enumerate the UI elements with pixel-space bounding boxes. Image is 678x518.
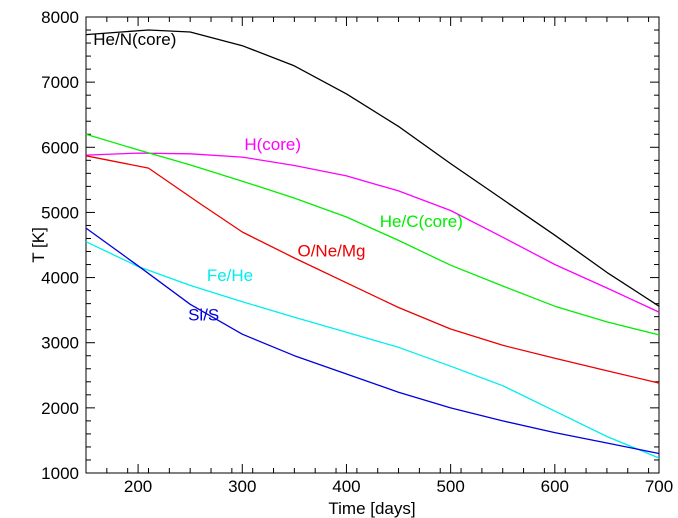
series-line bbox=[85, 133, 660, 336]
series-label: He/N(core) bbox=[93, 30, 176, 49]
series-label: H(core) bbox=[244, 135, 301, 154]
y-axis-title: T [K] bbox=[29, 227, 48, 263]
x-tick-label: 500 bbox=[436, 477, 464, 496]
series-label: Si/S bbox=[188, 306, 219, 325]
tick-labels: 200 300 400 500 600 700 1000 2000 3000 4000 5000 60… bbox=[41, 8, 673, 496]
x-tick-label: 200 bbox=[124, 477, 152, 496]
series-label: Fe/He bbox=[207, 266, 253, 285]
series-label: He/C(core) bbox=[380, 212, 463, 231]
series-line bbox=[85, 29, 660, 307]
series-line bbox=[85, 152, 660, 313]
x-tick-label: 700 bbox=[645, 477, 673, 496]
plot-frame bbox=[85, 16, 660, 474]
series-line bbox=[85, 227, 660, 455]
y-tick-label: 1000 bbox=[41, 464, 79, 483]
series-lines bbox=[85, 29, 660, 459]
series-line bbox=[85, 155, 660, 384]
y-tick-label: 5000 bbox=[41, 203, 79, 222]
y-tick-label: 6000 bbox=[41, 138, 79, 157]
series-label: O/Ne/Mg bbox=[297, 242, 365, 261]
y-tick-label: 7000 bbox=[41, 73, 79, 92]
x-tick-label: 300 bbox=[228, 477, 256, 496]
x-axis-title: Time [days] bbox=[328, 499, 415, 518]
y-tick-label: 2000 bbox=[41, 399, 79, 418]
y-tick-label: 8000 bbox=[41, 8, 79, 27]
series-line bbox=[85, 241, 660, 459]
axis-ticks bbox=[85, 16, 660, 474]
x-tick-label: 600 bbox=[541, 477, 569, 496]
y-tick-label: 3000 bbox=[41, 334, 79, 353]
x-tick-label: 400 bbox=[332, 477, 360, 496]
series-labels: He/N(core) H(core) He/C(core) O/Ne/Mg Fe/He S… bbox=[93, 30, 463, 325]
y-tick-label: 4000 bbox=[41, 269, 79, 288]
